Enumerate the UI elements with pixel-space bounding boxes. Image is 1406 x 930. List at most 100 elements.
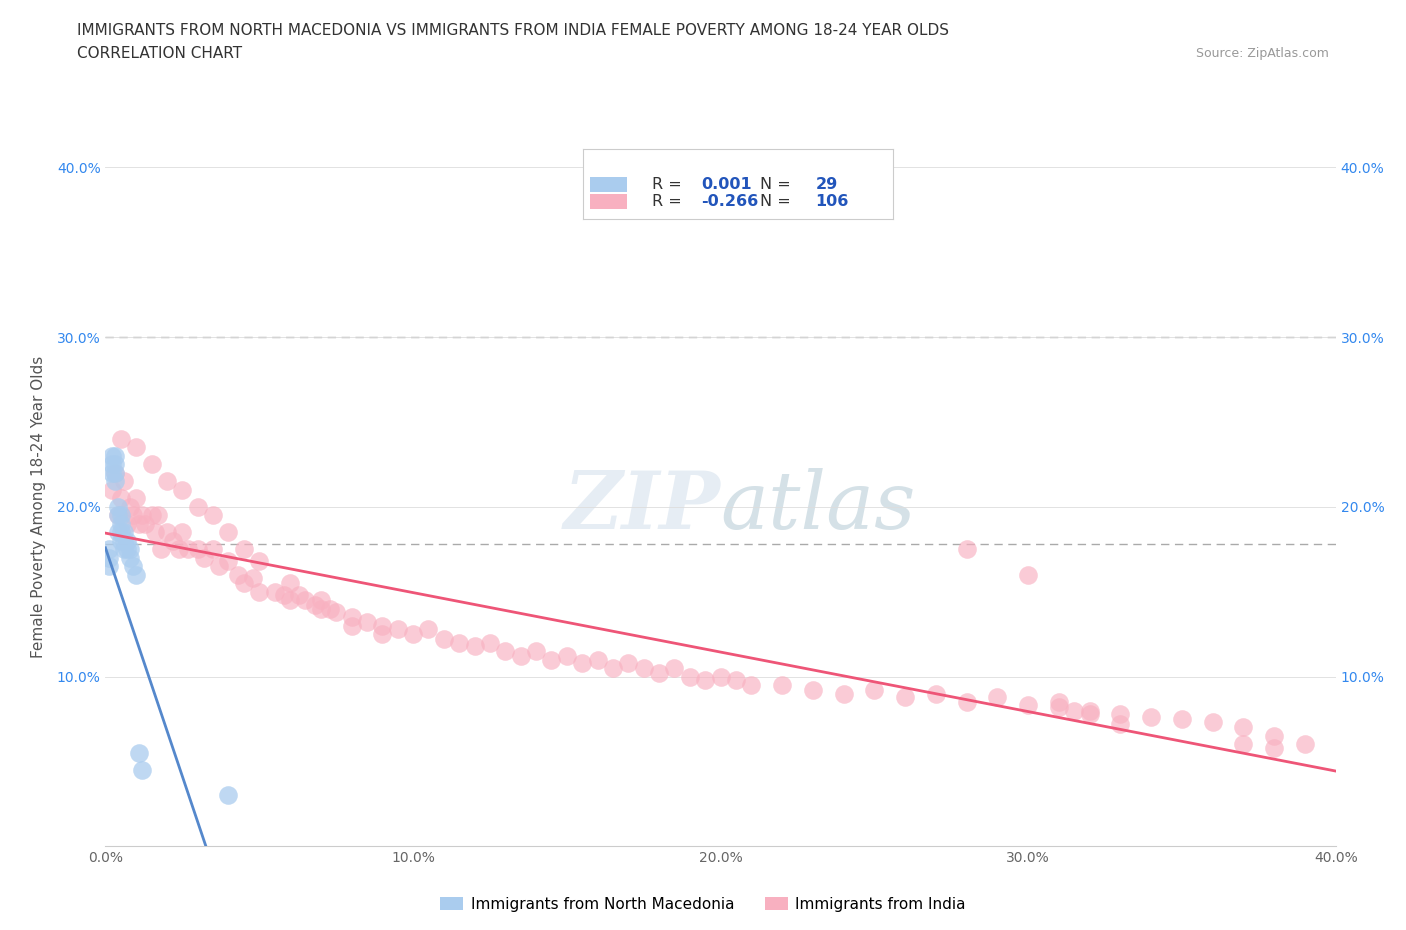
Text: 29: 29 xyxy=(815,177,838,192)
Point xyxy=(602,660,624,675)
Point xyxy=(1201,715,1223,730)
Point xyxy=(177,542,200,557)
Point xyxy=(1232,737,1254,752)
Point xyxy=(664,660,686,675)
Point xyxy=(617,656,640,671)
Point xyxy=(1017,698,1039,713)
Point xyxy=(294,592,316,607)
Text: CORRELATION CHART: CORRELATION CHART xyxy=(77,46,242,61)
Point xyxy=(156,525,179,539)
Point xyxy=(402,627,425,642)
Point xyxy=(112,534,135,549)
Point xyxy=(202,508,225,523)
Point xyxy=(1232,720,1254,735)
Text: ZIP: ZIP xyxy=(564,468,721,546)
Text: 0.001: 0.001 xyxy=(702,177,752,192)
Text: IMMIGRANTS FROM NORTH MACEDONIA VS IMMIGRANTS FROM INDIA FEMALE POVERTY AMONG 18: IMMIGRANTS FROM NORTH MACEDONIA VS IMMIG… xyxy=(77,23,949,38)
Point xyxy=(128,746,150,761)
Point xyxy=(509,649,531,664)
Text: Source: ZipAtlas.com: Source: ZipAtlas.com xyxy=(1195,46,1329,60)
Point xyxy=(100,457,122,472)
Point xyxy=(633,660,655,675)
Point xyxy=(107,499,129,514)
Text: -0.266: -0.266 xyxy=(702,194,758,209)
Point xyxy=(247,584,270,599)
Point xyxy=(226,567,249,582)
Point xyxy=(120,551,141,565)
Point xyxy=(115,516,138,531)
Point xyxy=(134,516,156,531)
Point xyxy=(263,584,285,599)
Point xyxy=(278,576,301,591)
Point xyxy=(387,621,409,636)
Point xyxy=(956,695,979,710)
Point xyxy=(202,542,225,557)
Point xyxy=(125,491,148,506)
Point xyxy=(156,474,179,489)
Point xyxy=(115,542,138,557)
Point xyxy=(120,542,141,557)
Text: atlas: atlas xyxy=(721,468,915,546)
Point xyxy=(97,559,120,574)
Text: R =: R = xyxy=(651,177,686,192)
Point xyxy=(356,615,378,630)
Point xyxy=(247,553,270,568)
Point xyxy=(710,670,733,684)
Point xyxy=(97,551,120,565)
Point xyxy=(110,534,132,549)
Point xyxy=(125,567,148,582)
Point xyxy=(863,683,886,698)
Point xyxy=(695,672,717,687)
Bar xyxy=(589,177,627,193)
Point xyxy=(478,635,501,650)
Point xyxy=(115,534,138,549)
Point xyxy=(107,508,129,523)
Point xyxy=(433,631,456,646)
Point xyxy=(1140,710,1163,724)
Point xyxy=(586,652,609,667)
Point xyxy=(1047,695,1070,710)
Point xyxy=(648,666,671,681)
Point xyxy=(232,576,254,591)
Point xyxy=(112,474,135,489)
Point xyxy=(740,678,762,693)
Point xyxy=(187,542,209,557)
Point xyxy=(724,672,747,687)
Point xyxy=(449,635,471,650)
Point xyxy=(1047,699,1070,714)
Point xyxy=(104,448,127,463)
Point xyxy=(325,604,347,619)
Y-axis label: Female Poverty Among 18-24 Year Olds: Female Poverty Among 18-24 Year Olds xyxy=(31,356,45,658)
Point xyxy=(1263,740,1285,755)
Text: 106: 106 xyxy=(815,194,849,209)
Point xyxy=(1109,707,1132,722)
Point xyxy=(571,656,593,671)
Point xyxy=(218,553,240,568)
Point xyxy=(218,788,240,803)
Point xyxy=(464,639,486,654)
Point xyxy=(524,644,547,658)
Point xyxy=(1078,707,1101,722)
Point xyxy=(110,525,132,539)
Point xyxy=(120,499,141,514)
Point xyxy=(319,602,342,617)
Point xyxy=(418,621,440,636)
Point xyxy=(110,516,132,531)
Point xyxy=(309,592,332,607)
Point xyxy=(107,508,129,523)
Point xyxy=(112,542,135,557)
Point xyxy=(304,598,326,613)
Point xyxy=(956,542,979,557)
Point xyxy=(894,689,917,704)
Point xyxy=(141,508,163,523)
Point xyxy=(143,525,166,539)
Point xyxy=(131,508,153,523)
Point xyxy=(104,466,127,481)
Point xyxy=(122,508,145,523)
Point xyxy=(925,686,948,701)
Point xyxy=(107,525,129,539)
Point xyxy=(540,652,562,667)
Point xyxy=(162,534,184,549)
Point xyxy=(801,683,824,698)
Point xyxy=(1294,737,1316,752)
